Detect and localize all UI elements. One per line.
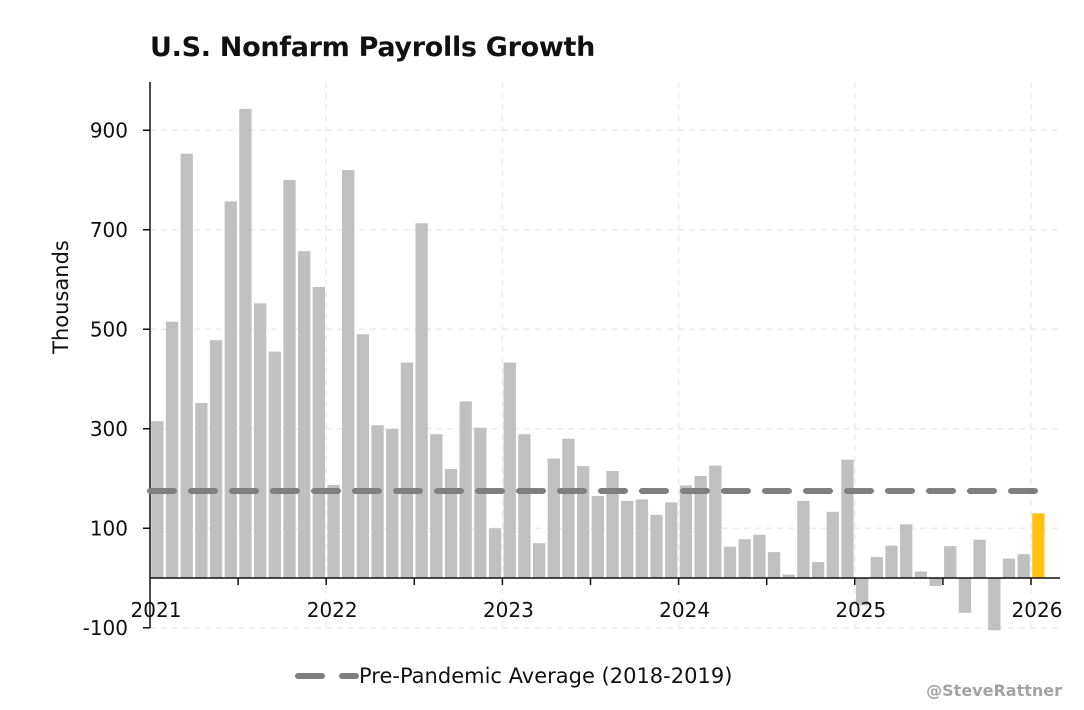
bar (371, 425, 384, 578)
bar (165, 321, 179, 578)
credit-watermark: @SteveRattner (926, 681, 1062, 700)
bar (591, 495, 604, 578)
bar (503, 362, 516, 578)
bar (900, 524, 913, 578)
bar (679, 485, 693, 578)
bar (709, 465, 722, 578)
bar (224, 201, 237, 578)
bar (547, 458, 560, 578)
y-tick-label: 700 (90, 218, 128, 242)
bar (855, 578, 869, 606)
bar (958, 578, 972, 613)
bar (562, 438, 575, 578)
bar (723, 546, 737, 578)
bar (606, 471, 619, 578)
axes (143, 82, 1060, 629)
bar (1002, 558, 1016, 578)
bar (753, 534, 766, 578)
bar (973, 539, 986, 578)
bar (841, 459, 854, 578)
bar (944, 546, 957, 578)
bar (298, 251, 311, 578)
y-tick-label: -100 (83, 616, 128, 640)
y-tick-label: 500 (90, 317, 128, 341)
bar (914, 571, 928, 578)
bar (356, 334, 370, 578)
bar (209, 340, 223, 578)
bar (738, 539, 751, 578)
y-tick-labels: -100 100 300 500 700 900 (83, 118, 128, 640)
x-tick-label: 2026 (1012, 598, 1063, 622)
bar (929, 578, 942, 586)
bar (312, 286, 326, 578)
y-tick-label: 300 (90, 417, 128, 441)
legend: Pre-Pandemic Average (2018-2019) (295, 664, 732, 688)
bar (885, 545, 898, 578)
bars (151, 108, 1045, 631)
bar (635, 499, 649, 578)
bar (797, 500, 810, 578)
bar (415, 223, 428, 578)
bar (386, 428, 399, 578)
bar (826, 511, 839, 578)
bar (430, 434, 443, 578)
y-axis-label: Thousands (49, 240, 73, 355)
bar (1017, 554, 1030, 578)
bar (342, 170, 355, 579)
x-tick-labels: 2021 2022 2023 2024 2025 2026 (131, 598, 1063, 622)
bar (811, 562, 825, 578)
x-tick-label: 2024 (659, 598, 710, 622)
chart-title: U.S. Nonfarm Payrolls Growth (150, 32, 596, 63)
bar (621, 500, 634, 578)
bar (577, 466, 590, 578)
y-tick-label: 100 (90, 516, 128, 540)
bar (474, 427, 487, 578)
x-tick-label: 2022 (307, 598, 358, 622)
bar (253, 303, 267, 578)
bar (694, 476, 707, 578)
bar (151, 421, 164, 578)
bar (518, 434, 531, 578)
bar (327, 484, 340, 578)
bar (268, 351, 281, 578)
bar (459, 401, 472, 578)
bar (488, 528, 502, 578)
bar-latest (1032, 513, 1045, 578)
legend-label: Pre-Pandemic Average (2018-2019) (359, 664, 732, 688)
bar (239, 108, 252, 579)
bar (400, 362, 414, 578)
bar (782, 574, 795, 578)
bar (283, 180, 296, 578)
y-tick-label: 900 (90, 118, 128, 142)
bar (532, 543, 546, 578)
x-tick-label: 2023 (483, 598, 534, 622)
bar (665, 502, 678, 578)
bar (870, 557, 883, 578)
grid-lines (150, 82, 1060, 629)
x-tick-label: 2021 (131, 598, 182, 622)
bar (180, 153, 193, 578)
bar (444, 469, 458, 578)
bar (988, 578, 1001, 631)
bar (650, 514, 663, 578)
bar (767, 552, 781, 578)
x-tick-label: 2025 (835, 598, 886, 622)
